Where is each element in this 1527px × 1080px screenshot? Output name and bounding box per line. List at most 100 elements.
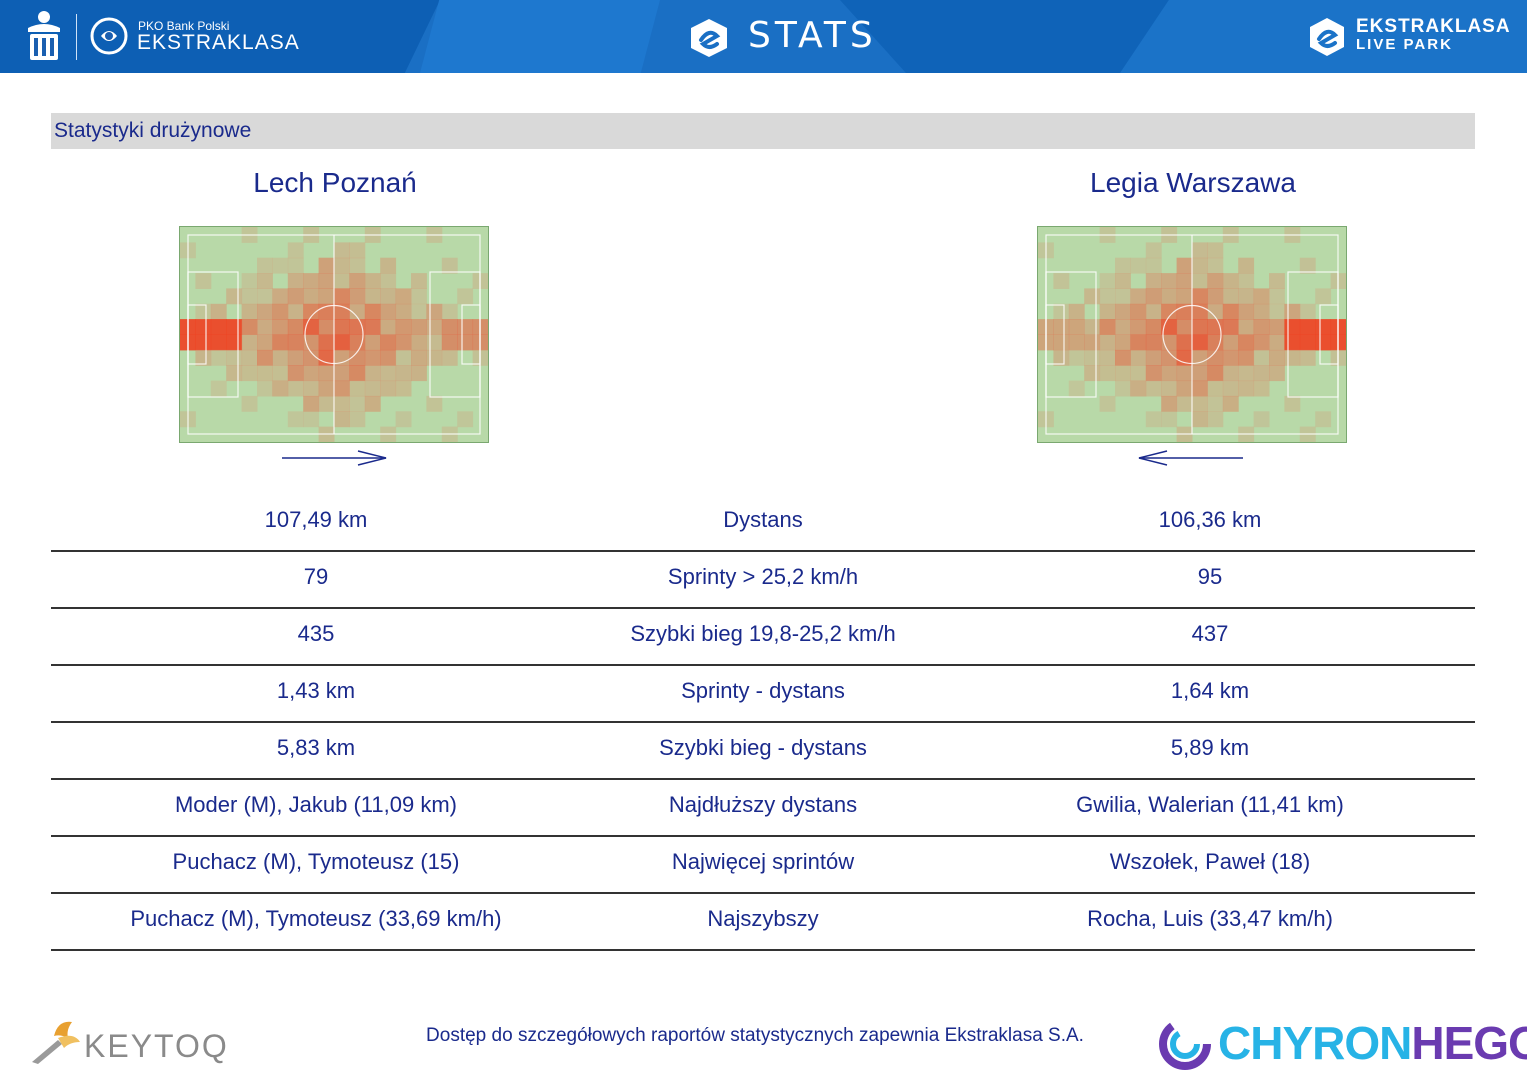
heat-cell	[411, 303, 427, 320]
heat-cell	[1269, 319, 1285, 335]
heat-cell	[1192, 395, 1208, 412]
heat-cell	[1053, 273, 1070, 289]
heat-cell	[1084, 365, 1101, 382]
heat-cell	[1299, 303, 1316, 320]
heat-cell	[1176, 395, 1193, 412]
keytoq-logo-icon	[32, 1021, 80, 1064]
stat-label: Dystans	[723, 507, 803, 532]
heat-cell	[380, 380, 397, 397]
heat-cell	[334, 242, 350, 259]
stat-right-value: 437	[1191, 621, 1229, 646]
heat-cell	[1115, 349, 1131, 366]
heat-cell	[349, 257, 366, 274]
heat-cell	[1284, 303, 1301, 320]
heat-cell	[1145, 303, 1162, 320]
heat-cell	[380, 365, 397, 382]
heat-cell	[1207, 365, 1224, 382]
stat-right-value: 95	[1197, 564, 1223, 589]
heat-cell	[257, 380, 273, 397]
heat-cell	[1068, 380, 1085, 397]
heat-cell	[1068, 349, 1085, 366]
heat-cell	[272, 349, 289, 366]
heat-cell	[1238, 288, 1255, 305]
heat-cell	[1207, 349, 1224, 366]
heat-cell	[441, 257, 458, 274]
heat-cell	[1084, 319, 1101, 335]
heat-cell	[1145, 319, 1162, 335]
heat-cell	[1207, 273, 1224, 289]
pitch-marking	[187, 304, 207, 365]
heat-cell	[318, 380, 335, 397]
heat-cell	[426, 334, 443, 351]
heat-cell	[1315, 334, 1332, 351]
heat-cell	[426, 319, 443, 335]
heat-cell	[426, 395, 443, 412]
heat-cell	[272, 303, 289, 320]
heat-cell	[1222, 349, 1239, 366]
heat-cell	[1145, 288, 1162, 305]
heat-cell	[1207, 288, 1224, 305]
heat-cell	[1253, 380, 1270, 397]
heat-cell	[287, 288, 304, 305]
heat-cell	[411, 334, 427, 351]
heat-cell	[1145, 380, 1162, 397]
stat-left-value: Moder (M), Jakub (11,09 km)	[174, 792, 457, 817]
heat-cell	[364, 288, 381, 305]
heat-cell	[395, 334, 412, 351]
heat-cell	[1253, 319, 1270, 335]
heat-cell	[1253, 411, 1270, 428]
pko-bank-icon	[28, 11, 60, 60]
heat-cell	[1192, 411, 1208, 428]
heat-cell	[210, 319, 227, 335]
heat-cell	[1145, 273, 1162, 289]
heat-cell	[1099, 319, 1116, 335]
heat-cell	[272, 319, 289, 335]
heat-cell	[380, 319, 397, 335]
stat-left-value: 435	[297, 621, 335, 646]
heat-cell	[1176, 380, 1193, 397]
heat-cell	[364, 365, 381, 382]
heat-cell	[1161, 273, 1178, 289]
heat-cell	[1099, 273, 1116, 289]
stat-row-sprint-distance: 1,43 km Sprinty - dystans 1,64 km	[51, 666, 1475, 723]
heat-cell	[1222, 380, 1239, 397]
heat-cell	[226, 349, 243, 366]
heat-cell	[1222, 334, 1239, 351]
chyron-text: CHYRON	[1218, 1017, 1412, 1069]
heat-cell	[210, 334, 227, 351]
heat-cell	[1145, 411, 1162, 428]
heat-cell	[241, 303, 258, 320]
heat-cell	[257, 273, 273, 289]
heat-cell	[272, 334, 289, 351]
heat-cell	[411, 365, 427, 382]
heatmap-left	[179, 226, 489, 443]
heat-cell	[1207, 242, 1224, 259]
heat-cell	[1207, 257, 1224, 274]
heat-cell	[210, 303, 227, 320]
heat-cell	[1238, 257, 1255, 274]
header-band	[0, 0, 440, 73]
heat-cell	[1176, 288, 1193, 305]
heatmap-right	[1037, 226, 1347, 443]
heat-cell	[241, 365, 258, 382]
heat-cell	[1161, 349, 1178, 366]
heat-cell	[287, 273, 304, 289]
heat-cell	[1284, 395, 1301, 412]
stat-label: Szybki bieg - dystans	[659, 735, 867, 760]
heat-cell	[1192, 288, 1208, 305]
heat-cell	[334, 319, 350, 335]
heat-cell	[1299, 349, 1316, 366]
stat-row-longest-distance: Moder (M), Jakub (11,09 km) Najdłuższy d…	[51, 780, 1475, 837]
heat-cell	[411, 319, 427, 335]
heat-cell	[349, 334, 366, 351]
heat-cell	[1068, 303, 1085, 320]
stat-right-value: 1,64 km	[1170, 678, 1250, 703]
heat-cell	[364, 303, 381, 320]
heat-cell	[318, 395, 335, 412]
heat-cell	[318, 288, 335, 305]
pitch-marking	[304, 304, 364, 365]
heat-cell	[1222, 303, 1239, 320]
stat-row-fast-run-distance: 5,83 km Szybki bieg - dystans 5,89 km	[51, 723, 1475, 780]
heat-cell	[1161, 411, 1178, 428]
stat-label: Najdłuższy dystans	[668, 792, 858, 817]
